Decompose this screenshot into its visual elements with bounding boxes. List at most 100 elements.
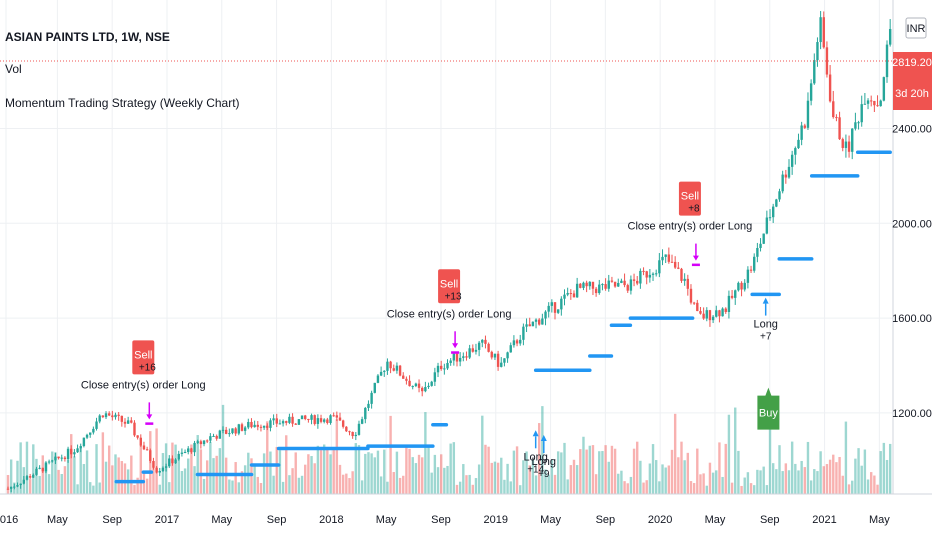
candle-body	[569, 293, 573, 295]
y-tick-label: 1200.00	[892, 408, 932, 420]
volume-bar	[98, 482, 101, 494]
volume-bar	[92, 485, 95, 494]
currency-badge[interactable]: INR	[905, 17, 927, 39]
volume-bar	[711, 472, 715, 494]
volume-bar	[519, 485, 522, 494]
volume-bar	[218, 448, 222, 494]
volume-bar	[16, 460, 19, 494]
candle-body	[538, 319, 541, 325]
volume-bar	[104, 461, 108, 494]
candle-body	[721, 308, 724, 317]
time-axis[interactable]: 2016 May Sep 2017 May Sep 2018 May Sep 2019 May Sep…	[0, 514, 890, 526]
candle-body	[768, 217, 772, 219]
candle-body	[740, 282, 743, 290]
candle-body	[493, 353, 497, 358]
price-axis[interactable]: 1200.00 1600.00 2000.00 2400.00	[892, 124, 932, 420]
candle-body	[680, 268, 683, 281]
candle-body	[651, 273, 655, 275]
volume-bar	[462, 464, 465, 494]
volume-bar	[386, 481, 389, 494]
volume-bar	[819, 451, 822, 494]
candle-body	[294, 423, 297, 425]
volume-bar	[70, 434, 73, 494]
candle-body	[822, 17, 825, 48]
y-tick-label: 1600.00	[892, 313, 932, 325]
volume-bar	[572, 459, 576, 494]
candle-body	[838, 117, 841, 140]
volume-bar	[784, 463, 788, 494]
volume-bar	[66, 459, 70, 494]
candle-body	[360, 419, 364, 424]
candle-body	[212, 435, 215, 437]
candle-body	[259, 426, 263, 428]
volume-bar	[509, 481, 512, 494]
candle-body	[288, 416, 291, 423]
volume-bar	[560, 452, 563, 494]
volume-bar	[664, 467, 667, 494]
volume-bars	[6, 403, 892, 494]
candle-body	[870, 100, 873, 102]
volume-bar	[724, 443, 727, 494]
candle-body	[28, 476, 32, 478]
candle-body	[471, 348, 475, 352]
volume-bar	[370, 453, 373, 494]
candle-body	[202, 440, 206, 445]
volume-indicator-label[interactable]: Vol	[5, 62, 22, 76]
long-label-text: Long	[532, 456, 556, 468]
exit-arrow-head	[692, 255, 699, 261]
candle-body	[6, 488, 10, 490]
candle-body	[885, 44, 889, 78]
strategy-label[interactable]: Momentum Trading Strategy (Weekly Chart)	[5, 96, 240, 110]
candle-body	[123, 421, 127, 424]
volume-bar	[193, 466, 196, 494]
candle-body	[421, 387, 424, 392]
candle-body	[126, 420, 130, 424]
candle-body	[851, 128, 854, 152]
sell-label-text: Sell	[440, 278, 458, 290]
volume-bar	[354, 443, 358, 494]
candle-body	[746, 269, 750, 283]
candle-body	[797, 139, 800, 149]
candle-body	[708, 310, 712, 321]
volume-bar	[398, 477, 402, 494]
volume-bar	[262, 453, 266, 494]
candle-body	[765, 217, 769, 234]
candle-body	[111, 415, 114, 418]
volume-bar	[493, 461, 497, 494]
exit-arrow-head	[146, 414, 153, 420]
candle-body	[490, 351, 493, 358]
candle-body	[139, 437, 143, 446]
volume-bar	[538, 423, 541, 494]
candle-body	[250, 421, 253, 428]
volume-bar	[41, 455, 44, 494]
symbol-title[interactable]: ASIAN PAINTS LTD, 1W, NSE	[5, 30, 170, 44]
volume-bar	[790, 441, 794, 494]
volume-bar	[275, 446, 278, 494]
candle-body	[582, 282, 585, 288]
volume-bar	[753, 485, 756, 494]
candle-body	[860, 104, 863, 123]
volume-bar	[702, 473, 705, 494]
volume-bar	[771, 463, 775, 494]
volume-bar	[221, 404, 225, 494]
volume-bar	[322, 444, 326, 494]
candle-body	[667, 254, 671, 262]
candle-body	[234, 428, 237, 434]
volume-bar	[471, 484, 475, 494]
candle-body	[866, 100, 870, 104]
candle-body	[522, 326, 525, 340]
candle-body	[579, 283, 582, 288]
candle-body	[218, 430, 222, 439]
long-label-text: Long	[753, 319, 777, 331]
candle-body	[57, 456, 60, 459]
sell-label-text: Sell	[681, 191, 699, 203]
volume-bar	[180, 470, 184, 494]
candle-body	[882, 77, 886, 101]
volume-bar	[79, 448, 82, 494]
volume-bar	[332, 449, 335, 494]
long-qty-text: +14	[527, 464, 544, 475]
candle-body	[816, 42, 819, 61]
volume-bar	[838, 456, 841, 494]
